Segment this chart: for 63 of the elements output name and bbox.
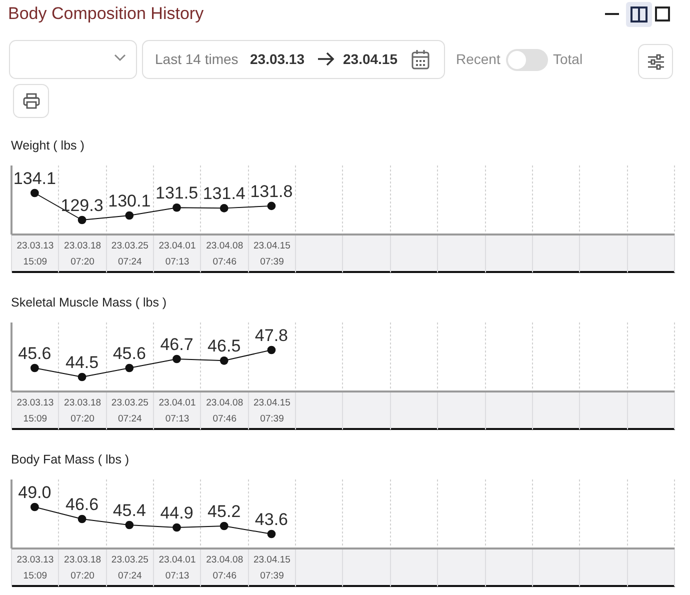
x-tick-label: 23.03.18 07:20	[64, 398, 102, 424]
point	[172, 203, 181, 212]
point	[125, 211, 134, 220]
text: 23.04.15	[343, 51, 398, 67]
data-label: 44.5	[65, 353, 99, 372]
x-tick-label: 23.04.01 07:13	[158, 554, 196, 582]
point	[172, 523, 181, 532]
x-tick-label: 23.04.15 07:39	[253, 554, 290, 582]
text: 23.03.13	[250, 51, 304, 67]
data-label: 45.6	[112, 344, 146, 363]
point	[220, 522, 228, 530]
data-label: 129.3	[60, 196, 104, 215]
chart-title: Weight ( lbs )	[11, 138, 84, 152]
x-tick-label: 23.04.08 07:46	[206, 554, 244, 582]
point	[220, 356, 228, 365]
data-label: 131.4	[202, 184, 246, 204]
data-label: 44.9	[160, 504, 194, 522]
point	[267, 202, 276, 210]
data-label: 131.8	[250, 182, 293, 201]
x-tick-label: 23.04.08 07:46	[206, 240, 244, 268]
text: Total	[553, 51, 583, 67]
text: Last 14 times	[155, 51, 238, 67]
x-tick-label: 23.03.13 15:09	[16, 554, 54, 582]
x-tick-label: 23.03.18 07:20	[64, 240, 102, 268]
point	[30, 364, 39, 372]
chart-title: Body Fat Mass ( lbs )	[11, 452, 130, 466]
text: Recent	[456, 51, 500, 67]
data-label: 46.6	[65, 495, 99, 514]
point	[220, 204, 228, 212]
point	[30, 188, 39, 198]
data-label: 45.4	[112, 501, 146, 520]
x-tick-label: 23.03.25 07:24	[111, 554, 148, 582]
data-label: 134.1	[13, 169, 56, 188]
data-label: 46.5	[208, 336, 241, 356]
data-label: 43.6	[254, 510, 288, 529]
x-tick-label: 23.03.13 15:09	[16, 398, 54, 424]
point	[78, 216, 86, 224]
data-label: 130.1	[108, 192, 151, 210]
point	[78, 514, 86, 524]
x-tick-label: 23.04.15 07:39	[253, 240, 290, 268]
text: Body Composition History	[8, 4, 204, 24]
x-tick-label: 23.03.25 07:24	[111, 398, 148, 424]
chart-title: Skeletal Muscle Mass ( lbs )	[11, 296, 167, 310]
point	[78, 372, 86, 382]
data-label: 45.2	[208, 502, 241, 521]
point	[172, 354, 181, 364]
x-tick-label: 23.03.18 07:20	[64, 554, 102, 582]
data-label: 45.6	[18, 344, 52, 363]
point	[125, 520, 134, 530]
point	[267, 346, 276, 354]
x-tick-label: 23.04.15 07:39	[253, 398, 290, 424]
point	[125, 364, 134, 372]
x-tick-label: 23.04.01 07:13	[158, 398, 196, 424]
x-tick-label: 23.03.25 07:24	[111, 240, 148, 268]
x-tick-label: 23.03.13 15:09	[16, 240, 54, 268]
data-label: 49.0	[18, 483, 52, 502]
point	[30, 502, 39, 512]
data-label: 47.8	[254, 326, 288, 345]
point	[267, 530, 276, 538]
x-tick-label: 23.04.08 07:46	[206, 398, 244, 424]
data-label: 131.5	[155, 184, 198, 203]
x-tick-label: 23.04.01 07:13	[158, 240, 196, 268]
data-label: 46.7	[160, 335, 194, 354]
